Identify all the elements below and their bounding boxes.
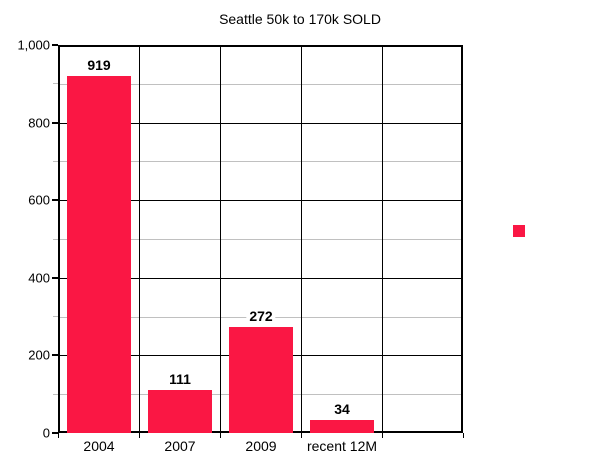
plot-border-right	[461, 45, 463, 433]
x-axis-tick	[382, 433, 383, 438]
y-gridline-minor	[58, 161, 463, 162]
plot-area: 919 111 272 34	[58, 45, 463, 433]
y-axis-tick-major	[52, 122, 58, 124]
y-gridline-minor	[58, 239, 463, 240]
column-gridline	[382, 45, 383, 433]
bar-2007	[148, 390, 212, 433]
y-axis-tick-label: 400	[28, 270, 50, 286]
y-axis-tick-label: 800	[28, 115, 50, 131]
x-category-label: 2004	[83, 438, 115, 454]
bar-recent-12m	[310, 420, 374, 433]
x-category-label: recent 12M	[306, 438, 378, 454]
column-gridline	[139, 45, 140, 433]
y-axis-tick-label: 200	[28, 347, 50, 363]
y-axis-tick-minor	[53, 161, 58, 162]
x-axis-tick	[463, 433, 464, 438]
bar-value-label: 272	[246, 308, 276, 324]
y-axis-tick-label: 0	[42, 425, 50, 441]
y-gridline-minor	[58, 84, 463, 85]
bar-value-label: 34	[331, 401, 353, 417]
y-gridline-major	[58, 200, 463, 201]
plot-border-left	[58, 45, 60, 433]
y-axis-tick-label: 600	[28, 192, 50, 208]
bar-value-label: 111	[166, 371, 194, 387]
y-axis-tick-minor	[53, 316, 58, 317]
y-axis-tick-major	[52, 44, 58, 46]
y-axis-tick-minor	[53, 239, 58, 240]
y-axis-tick-label: 1,000	[17, 37, 50, 53]
column-gridline	[220, 45, 221, 433]
y-axis-tick-minor	[53, 394, 58, 395]
y-axis-tick-major	[52, 432, 58, 434]
y-axis-tick-major	[52, 354, 58, 356]
legend-series-marker-icon	[513, 225, 525, 237]
x-category-label: 2007	[164, 438, 196, 454]
bar-value-label: 919	[84, 57, 114, 73]
bar-2004	[67, 76, 131, 433]
y-axis-tick-minor	[53, 83, 58, 84]
y-axis-tick-major	[52, 199, 58, 201]
bar-2009	[229, 327, 293, 433]
chart-title: Seattle 50k to 170k SOLD	[219, 11, 381, 27]
x-category-label: 2009	[245, 438, 277, 454]
x-axis-tick	[301, 433, 302, 438]
y-axis-tick-major	[52, 277, 58, 279]
y-gridline-major	[58, 278, 463, 279]
plot-border-top	[58, 45, 463, 47]
legend	[513, 225, 525, 237]
column-gridline	[301, 45, 302, 433]
x-axis-tick	[58, 433, 59, 438]
y-gridline-major	[58, 123, 463, 124]
x-axis-tick	[139, 433, 140, 438]
x-axis-tick	[220, 433, 221, 438]
